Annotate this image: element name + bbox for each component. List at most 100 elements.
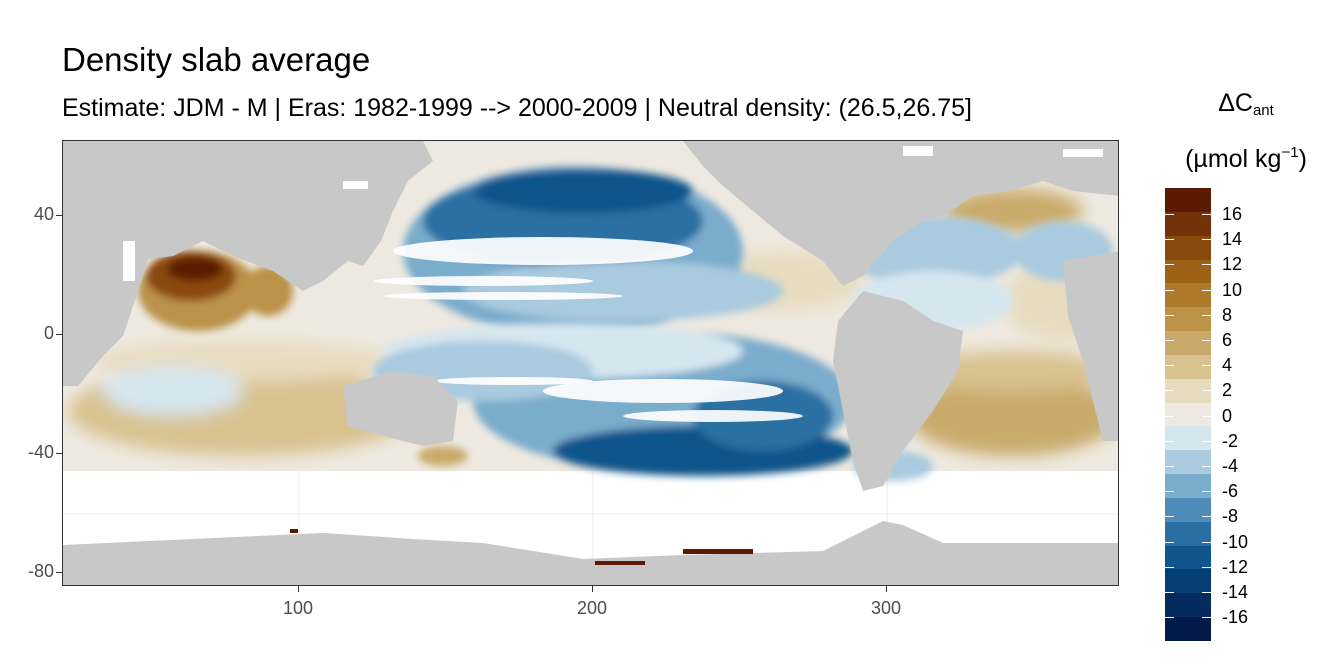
legend-label: 12 bbox=[1222, 254, 1243, 275]
legend-tick bbox=[1202, 592, 1211, 593]
chart-subtitle: Estimate: JDM - M | Eras: 1982-1999 --> … bbox=[62, 94, 972, 122]
legend-tick bbox=[1202, 314, 1211, 316]
legend-unit-exponent: −1 bbox=[1281, 144, 1299, 161]
legend-label: 8 bbox=[1222, 304, 1233, 325]
legend-title: ΔCant (µmol kg−1) bbox=[1166, 86, 1326, 176]
legend-tick bbox=[1202, 541, 1211, 543]
legend-tick bbox=[1202, 239, 1211, 241]
chart-title: Density slab average bbox=[62, 41, 371, 78]
land-antarctica bbox=[63, 521, 1118, 585]
y-tick-mark bbox=[56, 572, 62, 573]
legend-swatch bbox=[1165, 545, 1211, 570]
legend-tick bbox=[1202, 264, 1211, 266]
x-tick-mark bbox=[886, 586, 887, 592]
x-tick-mark bbox=[298, 586, 299, 592]
land-masses bbox=[63, 141, 1118, 585]
legend-tick bbox=[1202, 289, 1211, 291]
y-tick-label: -80 bbox=[27, 561, 54, 581]
legend-label: 6 bbox=[1222, 330, 1233, 350]
legend-tick bbox=[1202, 390, 1211, 392]
legend-tick bbox=[1165, 214, 1174, 215]
legend-swatch bbox=[1165, 450, 1211, 475]
legend-label: 14 bbox=[1222, 229, 1243, 250]
missing-spots bbox=[123, 146, 1103, 281]
legend-tick bbox=[1202, 415, 1211, 417]
legend-swatch bbox=[1165, 188, 1211, 213]
land-africa bbox=[1063, 251, 1118, 441]
legend-symbol: ΔC bbox=[1218, 89, 1253, 117]
field-patch bbox=[473, 169, 693, 213]
map-svg bbox=[63, 141, 1118, 585]
field-streak bbox=[543, 379, 783, 403]
legend-tick bbox=[1165, 314, 1174, 316]
map-panel bbox=[62, 140, 1119, 586]
field-patch bbox=[243, 266, 293, 316]
legend-tick bbox=[1202, 365, 1211, 367]
field-patch bbox=[418, 446, 468, 466]
legend-label: -12 bbox=[1222, 556, 1249, 577]
legend-tick bbox=[1165, 466, 1174, 467]
legend-swatch bbox=[1165, 259, 1211, 284]
field-patch bbox=[167, 257, 223, 281]
legend-label: -10 bbox=[1222, 531, 1249, 552]
legend-tick bbox=[1202, 214, 1211, 215]
legend-title-symbol-line: ΔCant bbox=[1166, 86, 1326, 128]
legend-label: -2 bbox=[1222, 430, 1239, 451]
legend-label: 10 bbox=[1222, 279, 1243, 300]
legend-label: -14 bbox=[1222, 582, 1249, 602]
legend-tick bbox=[1165, 491, 1174, 493]
legend-label: -16 bbox=[1222, 607, 1249, 628]
field-streak bbox=[623, 410, 803, 422]
legend-tick bbox=[1202, 516, 1211, 518]
y-tick-mark bbox=[56, 215, 62, 216]
field-patch bbox=[103, 366, 243, 416]
y-tick-label: 40 bbox=[33, 204, 54, 224]
x-tick-label: 200 bbox=[576, 598, 608, 618]
legend-swatch bbox=[1165, 497, 1211, 523]
legend-swatch bbox=[1165, 569, 1211, 594]
field-patch bbox=[463, 261, 783, 321]
legend-unit-close: ) bbox=[1298, 145, 1307, 173]
legend-tick bbox=[1202, 440, 1211, 442]
legend-swatch bbox=[1165, 211, 1211, 237]
land-south-america bbox=[833, 291, 963, 491]
legend-tick bbox=[1202, 617, 1211, 619]
legend-swatch bbox=[1165, 331, 1211, 356]
legend-tick bbox=[1165, 390, 1174, 392]
legend-label: 2 bbox=[1222, 380, 1233, 401]
land-north-america bbox=[683, 141, 1118, 286]
legend-swatch bbox=[1165, 474, 1211, 499]
legend-tick bbox=[1202, 491, 1211, 493]
field-streak bbox=[383, 292, 623, 300]
x-tick-label: 300 bbox=[870, 598, 902, 618]
legend-unit: (µmol kg bbox=[1185, 145, 1282, 173]
legend-tick bbox=[1165, 239, 1174, 241]
legend-label: -8 bbox=[1222, 506, 1239, 527]
field-patch bbox=[913, 351, 1113, 391]
legend-subscript: ant bbox=[1252, 102, 1274, 119]
legend-swatch bbox=[1165, 307, 1211, 332]
legend-tick bbox=[1165, 365, 1174, 367]
y-tick-label: -40 bbox=[27, 442, 54, 462]
legend-tick bbox=[1165, 440, 1174, 442]
x-tick-label: 100 bbox=[282, 598, 314, 618]
legend-tick bbox=[1202, 340, 1211, 341]
legend-tick bbox=[1165, 340, 1174, 341]
legend-label: 16 bbox=[1222, 204, 1243, 224]
legend-tick bbox=[1165, 264, 1174, 266]
legend-colorbar bbox=[1165, 188, 1211, 642]
legend-label: 4 bbox=[1222, 355, 1233, 376]
y-tick-mark bbox=[56, 453, 62, 454]
legend-tick bbox=[1202, 566, 1211, 568]
legend-swatch bbox=[1165, 402, 1211, 427]
field-streak bbox=[373, 276, 593, 286]
legend-tick bbox=[1165, 592, 1174, 593]
legend-tick bbox=[1165, 516, 1174, 518]
legend-label: -6 bbox=[1222, 481, 1239, 502]
antarctic-shelf-patches bbox=[290, 529, 753, 565]
legend-tick bbox=[1165, 617, 1174, 619]
legend-tick bbox=[1165, 541, 1174, 543]
legend-label: -4 bbox=[1222, 456, 1239, 476]
legend-tick bbox=[1165, 415, 1174, 417]
legend-unit-line: (µmol kg−1) bbox=[1166, 136, 1326, 176]
